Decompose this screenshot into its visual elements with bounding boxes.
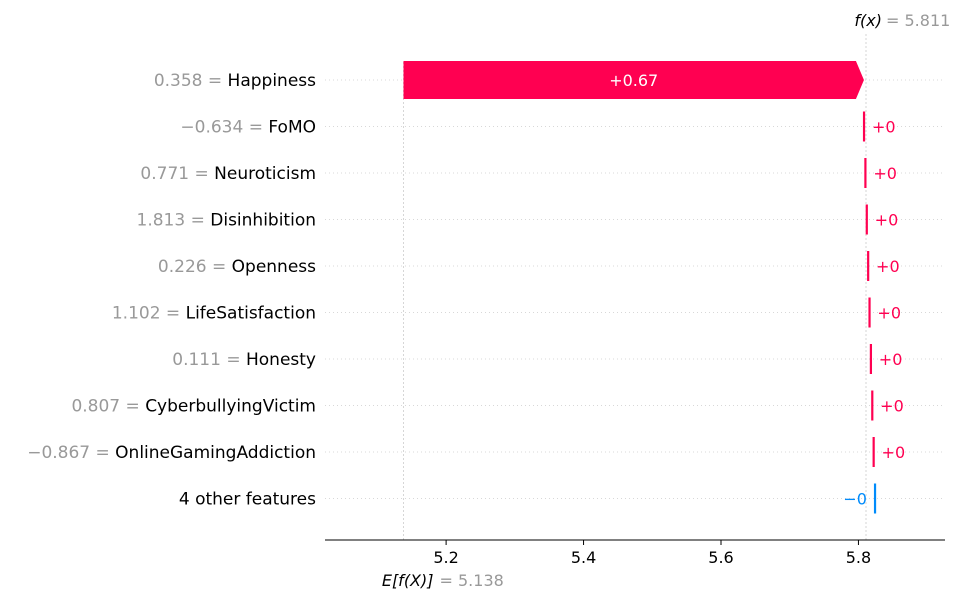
contribution-bar	[872, 437, 875, 467]
row-gridlines	[325, 79, 945, 499]
reference-lines	[403, 34, 867, 540]
base-value-text: = 5.138	[440, 571, 504, 590]
contribution-label: +0	[873, 164, 897, 183]
contribution-label: +0.67	[609, 71, 658, 90]
feature-label: −0.867 = OnlineGamingAddiction	[27, 443, 316, 463]
contribution-label: +0	[872, 118, 896, 137]
feature-label: 1.813 = Disinhibition	[137, 211, 316, 231]
feature-label: −0.634 = FoMO	[180, 118, 316, 138]
contribution-bar	[864, 158, 867, 188]
contribution-bar	[867, 251, 870, 281]
x-tick-label: 5.6	[708, 548, 733, 567]
contribution-label: +0	[876, 257, 900, 276]
contribution-bar	[871, 390, 874, 421]
feature-label: 4 other features	[179, 490, 316, 510]
x-tick-label: 5.2	[433, 548, 458, 567]
feature-label: 0.111 = Honesty	[172, 350, 316, 370]
contribution-label: +0	[877, 304, 901, 323]
output-value-label: f(x)	[854, 11, 882, 30]
x-tick-label: 5.8	[846, 548, 871, 567]
output-value-text: = 5.811	[886, 11, 950, 30]
contribution-bar	[868, 297, 871, 328]
feature-label: 0.358 = Happiness	[154, 71, 316, 91]
contribution-bar	[869, 344, 873, 374]
feature-label: 0.807 = CyberbullyingVictim	[71, 397, 316, 417]
feature-labels: 0.358 = Happiness −0.634 = FoMO 0.771 = Ne…	[27, 71, 316, 510]
contribution-label: +0	[875, 211, 899, 230]
contribution-bars: +0.67 +0 +0 +0 +0 +0 +0 +0 +0 −0	[403, 61, 906, 514]
contribution-label: +0	[879, 350, 903, 369]
feature-label: 1.102 = LifeSatisfaction	[112, 304, 316, 324]
contribution-label: −0	[843, 490, 867, 509]
base-value-label: E[f(X)]	[382, 571, 434, 590]
contribution-label: +0	[882, 443, 906, 462]
x-axis: 5.2 5.4 5.6 5.8	[325, 539, 945, 567]
contribution-bar	[873, 483, 877, 514]
contribution-bar	[865, 204, 868, 235]
contribution-bar	[862, 111, 866, 142]
contribution-label: +0	[880, 397, 904, 416]
feature-label: 0.226 = Openness	[158, 257, 316, 277]
x-tick-label: 5.4	[571, 548, 596, 567]
feature-label: 0.771 = Neuroticism	[140, 164, 316, 184]
contribution-bar	[403, 61, 864, 99]
